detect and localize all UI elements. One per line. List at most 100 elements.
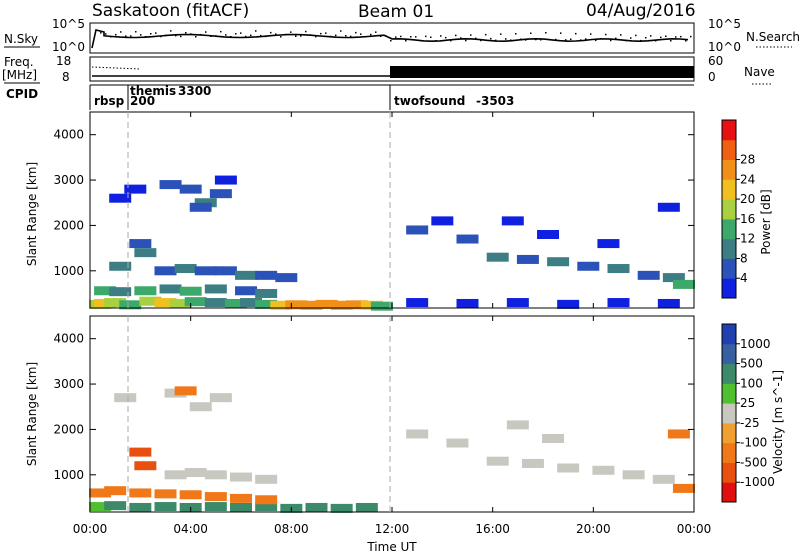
- vel-cell: [506, 420, 529, 430]
- nsearch-dot: [630, 37, 632, 39]
- power-cell: [174, 264, 197, 274]
- cpid-themis-value: 3300: [178, 84, 211, 98]
- power-cell: [134, 248, 157, 258]
- nsearch-tick-high: 10^5: [708, 17, 741, 31]
- nsearch-dot: [405, 40, 407, 42]
- vel-cell: [230, 502, 252, 512]
- nsearch-dot: [485, 33, 487, 36]
- colorbar-tick-label: -500: [740, 455, 767, 469]
- nsearch-dot: [600, 38, 602, 40]
- x-tick-label: 20:00: [576, 522, 611, 536]
- power-colorbar-label: Power [dB]: [759, 189, 773, 254]
- power-cell: [637, 270, 660, 280]
- nsky-panel-frame: [89, 22, 695, 54]
- nsearch-dot: [315, 35, 317, 38]
- colorbar-swatch: [722, 422, 736, 444]
- nsearch-dot: [110, 36, 112, 38]
- power-cell: [431, 216, 454, 226]
- power-cell: [209, 189, 232, 199]
- vel-cell: [622, 470, 645, 480]
- power-cell: [194, 266, 217, 276]
- nsearch-dot: [415, 36, 417, 38]
- vel-cell: [255, 495, 278, 505]
- power-cell: [657, 298, 680, 308]
- nsearch-dot: [205, 31, 207, 33]
- colorbar-tick-label: 12: [740, 232, 755, 246]
- nsearch-dot: [270, 31, 272, 34]
- vel-cell: [129, 488, 152, 498]
- nsearch-dot: [505, 38, 507, 40]
- power-cell: [657, 202, 680, 212]
- vel-cell: [521, 458, 544, 468]
- nsearch-tick-low: 10^0: [708, 40, 741, 54]
- nsearch-dot: [300, 35, 302, 37]
- velocity-cells: [89, 386, 695, 513]
- colorbar-tick-label: 100: [740, 376, 763, 390]
- nsearch-dot: [265, 35, 267, 38]
- power-cell: [486, 252, 509, 262]
- nsearch-dot: [545, 32, 547, 34]
- power-colorbar: 4 8 12 16 20 24 28: [721, 119, 755, 299]
- nsearch-dot: [425, 35, 427, 38]
- vel-cell: [114, 393, 137, 403]
- nsearch-dot: [130, 35, 132, 37]
- colorbar-frame: [721, 323, 737, 503]
- cpid-rbsp-value: 200: [130, 94, 155, 108]
- vel-cell: [104, 501, 127, 511]
- station-title: Saskatoon (fitACF): [92, 1, 249, 21]
- nsearch-dot: [475, 37, 477, 40]
- vel-cell: [230, 493, 252, 503]
- vel-cell: [406, 429, 429, 439]
- power-cell: [169, 298, 192, 308]
- vel-cell: [164, 470, 187, 480]
- power-cell: [204, 284, 227, 294]
- power-cell: [597, 239, 620, 249]
- colorbar-swatch: [722, 139, 736, 161]
- vel-cell: [104, 486, 127, 496]
- nsearch-dot: [520, 38, 522, 40]
- colorbar-tick-label: 16: [740, 212, 755, 226]
- nsearch-dot: [435, 40, 437, 42]
- nsearch-dot: [490, 37, 492, 40]
- y-tick-label: 1000: [53, 468, 84, 482]
- nsearch-dot: [175, 34, 177, 37]
- nsearch-dot: [235, 33, 237, 35]
- nsearch-dot: [155, 32, 157, 34]
- power-cell: [406, 225, 429, 235]
- nsearch-dot: [625, 39, 627, 42]
- vel-cell: [129, 502, 152, 512]
- power-cells: [89, 175, 695, 311]
- vel-cell: [230, 472, 252, 482]
- power-cell: [255, 299, 278, 309]
- power-cell: [179, 286, 202, 296]
- vel-cell: [355, 502, 378, 512]
- colorbar-swatch: [722, 179, 736, 200]
- freq-series: [91, 66, 694, 78]
- colorbar-swatch: [722, 278, 736, 299]
- power-cell: [607, 298, 630, 308]
- x-tick-label: 04:00: [173, 522, 208, 536]
- nsearch-dot: [670, 40, 672, 42]
- vel-cell: [184, 468, 207, 478]
- nsearch-dot: [495, 39, 497, 42]
- nsearch-dot: [120, 31, 122, 33]
- nsearch-dot: [230, 36, 232, 38]
- cpid-rbsp-name: rbsp: [94, 94, 125, 108]
- x-tick-label: 16:00: [475, 522, 510, 536]
- power-cell: [214, 266, 237, 276]
- power-cell: [557, 299, 580, 309]
- nsearch-dot: [365, 36, 367, 38]
- vel-cell: [255, 502, 278, 512]
- colorbar-tick-label: 25: [740, 396, 755, 410]
- colorbar-tick-label: 4: [740, 271, 748, 285]
- vel-cell: [89, 502, 112, 512]
- nsearch-dot: [555, 38, 557, 41]
- vel-cell: [486, 456, 509, 466]
- nsky-line: [91, 29, 689, 49]
- time-axis-label: Time UT: [366, 540, 417, 554]
- nsearch-dot: [210, 35, 212, 37]
- nsearch-dot: [550, 39, 552, 41]
- power-cell: [129, 239, 152, 249]
- y-tick-label: 4000: [53, 128, 84, 142]
